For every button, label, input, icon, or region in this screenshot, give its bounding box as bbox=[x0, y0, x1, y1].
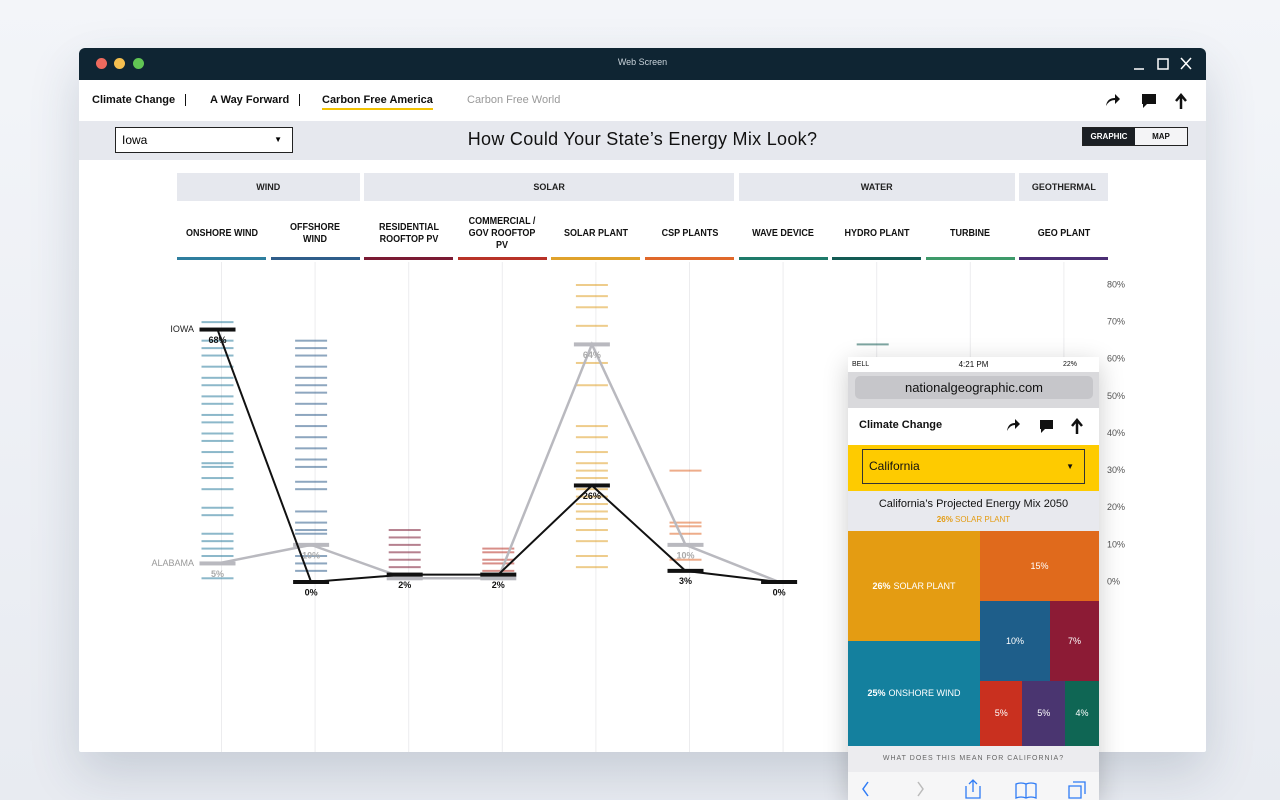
cell-value: 25% bbox=[867, 688, 886, 699]
top-icon[interactable] bbox=[1071, 418, 1083, 434]
state-select[interactable]: Iowa ▼ bbox=[115, 127, 293, 153]
window-controls bbox=[1134, 57, 1192, 70]
back[interactable] bbox=[862, 781, 869, 797]
state-select-value: Iowa bbox=[122, 133, 148, 147]
category-underline bbox=[551, 257, 641, 260]
category-label: SOLAR PLANT bbox=[563, 228, 628, 239]
cell-value: 10% bbox=[1005, 635, 1024, 646]
phone-nav-title: Climate Change bbox=[859, 419, 943, 431]
nav-link[interactable]: A Way Forward bbox=[210, 94, 301, 106]
category-label: CSP PLANTS bbox=[661, 228, 718, 239]
cell-value: 7% bbox=[1067, 635, 1081, 646]
toolbar-icons bbox=[1106, 93, 1187, 109]
category-label: TURBINE bbox=[950, 228, 991, 239]
cell-category: SOLAR PLANT bbox=[893, 580, 956, 591]
close[interactable] bbox=[1180, 57, 1192, 70]
url-bar: nationalgeographic.com bbox=[848, 372, 1099, 408]
treemap-cell: 5% bbox=[1022, 680, 1065, 746]
comment-icon[interactable] bbox=[1142, 94, 1156, 108]
phone-select-band: California ▼ bbox=[848, 445, 1099, 491]
toggle-map[interactable]: MAP bbox=[1135, 128, 1187, 145]
category-underline bbox=[645, 257, 734, 260]
category-underline bbox=[457, 257, 547, 260]
share-icon[interactable] bbox=[1106, 94, 1120, 106]
top-icon[interactable] bbox=[1175, 93, 1187, 109]
treemap-cell: 15% bbox=[979, 531, 1099, 602]
maximize[interactable] bbox=[1157, 58, 1169, 70]
category-label: GEO PLANT bbox=[1037, 228, 1091, 239]
treemap-title: California’s Projected Energy Mix 2050 bbox=[878, 498, 1069, 510]
treemap-cell: 10% bbox=[979, 601, 1050, 681]
safari-toolbar bbox=[848, 772, 1099, 800]
category-underline bbox=[270, 257, 360, 260]
treemap-subtitle: 26% SOLAR PLANT bbox=[848, 515, 1099, 524]
category-label: RESIDENTIAL ROOFTOP PV bbox=[378, 222, 439, 245]
subtitle-value: 26% bbox=[936, 515, 953, 524]
category-underline bbox=[738, 257, 828, 260]
window-title: Web Screen bbox=[617, 57, 668, 67]
phone-footer[interactable]: WHAT DOES THIS MEAN FOR CALIFORNIA? bbox=[848, 746, 1099, 772]
cell-value: 4% bbox=[1075, 708, 1089, 719]
caret: ▼ bbox=[274, 135, 282, 144]
treemap-cell: 7% bbox=[1049, 601, 1099, 681]
url-field[interactable]: nationalgeographic.com bbox=[855, 376, 1093, 399]
close-dot[interactable] bbox=[96, 58, 107, 69]
category-underline bbox=[1019, 257, 1109, 260]
category-label: OFFSHORE WIND bbox=[290, 222, 341, 245]
treemap-cell: 25% ONSHORE WIND bbox=[848, 640, 980, 746]
comment-icon[interactable] bbox=[1040, 420, 1053, 433]
category-underline bbox=[364, 257, 454, 260]
subtitle-category: SOLAR PLANT bbox=[955, 515, 1011, 524]
category-label: HYDRO PLANT bbox=[844, 228, 910, 239]
group-header: WIND bbox=[177, 173, 360, 201]
cell-value: 5% bbox=[1037, 708, 1051, 719]
treemap-header: California’s Projected Energy Mix 2050 2… bbox=[848, 491, 1099, 531]
category-label: ONSHORE WIND bbox=[185, 228, 258, 239]
cell-value: 15% bbox=[1030, 561, 1049, 572]
category-underline bbox=[832, 257, 922, 260]
group-header: SOLAR bbox=[364, 173, 734, 201]
nav-link[interactable]: Climate Change bbox=[92, 94, 187, 106]
category-label: COMMERCIAL / GOV ROOFTOP PV bbox=[468, 216, 536, 251]
nav-link-active[interactable]: Carbon Free America bbox=[322, 94, 433, 110]
bookmarks[interactable] bbox=[1015, 782, 1037, 799]
treemap: 26% SOLAR PLANT 25% ONSHORE WIND 15% 10% 7% 5% 5… bbox=[848, 531, 1099, 746]
phone-state-value: California bbox=[869, 459, 920, 473]
battery: 22% bbox=[1063, 361, 1078, 368]
nav-link[interactable]: Carbon Free World bbox=[467, 94, 561, 106]
treemap-cell: 26% SOLAR PLANT bbox=[848, 531, 980, 641]
cell-value: 26% bbox=[872, 580, 891, 591]
phone-icons bbox=[1007, 418, 1083, 434]
category-underline bbox=[177, 257, 266, 260]
treemap-cell: 4% bbox=[1064, 680, 1099, 746]
zoom-dot[interactable] bbox=[133, 58, 144, 69]
phone-state-select[interactable]: California ▼ bbox=[862, 449, 1085, 484]
clock: 4:21 PM bbox=[958, 360, 989, 369]
treemap-cell: 5% bbox=[979, 680, 1023, 746]
toggle-graphic[interactable]: GRAPHIC bbox=[1083, 128, 1135, 145]
carrier: BELL bbox=[852, 361, 870, 368]
group-header: WATER bbox=[738, 173, 1015, 201]
share-icon[interactable] bbox=[1007, 419, 1020, 431]
controls-bar: Iowa ▼ How Could Your State’s Energy Mix … bbox=[79, 121, 1206, 160]
category-underline bbox=[925, 257, 1015, 260]
tabs[interactable] bbox=[1068, 781, 1086, 799]
share[interactable] bbox=[965, 779, 981, 799]
phone-mockup: BELL 4:21 PM 22% nationalgeographic.com … bbox=[848, 357, 1099, 800]
heading: How Could Your State’s Energy Mix Look? bbox=[467, 129, 818, 149]
group-header: GEOTHERMAL bbox=[1019, 173, 1109, 201]
cell-value: 5% bbox=[994, 708, 1008, 719]
cell-category: ONSHORE WIND bbox=[888, 688, 961, 699]
category-label: WAVE DEVICE bbox=[752, 228, 815, 239]
forward[interactable] bbox=[917, 781, 924, 797]
view-toggle: GRAPHIC MAP bbox=[1082, 127, 1188, 146]
title-bar: Web Screen bbox=[79, 48, 1206, 80]
caret: ▼ bbox=[1066, 462, 1074, 471]
minimize-dot[interactable] bbox=[114, 58, 125, 69]
